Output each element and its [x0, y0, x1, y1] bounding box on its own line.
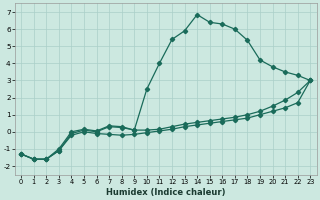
X-axis label: Humidex (Indice chaleur): Humidex (Indice chaleur) — [106, 188, 226, 197]
